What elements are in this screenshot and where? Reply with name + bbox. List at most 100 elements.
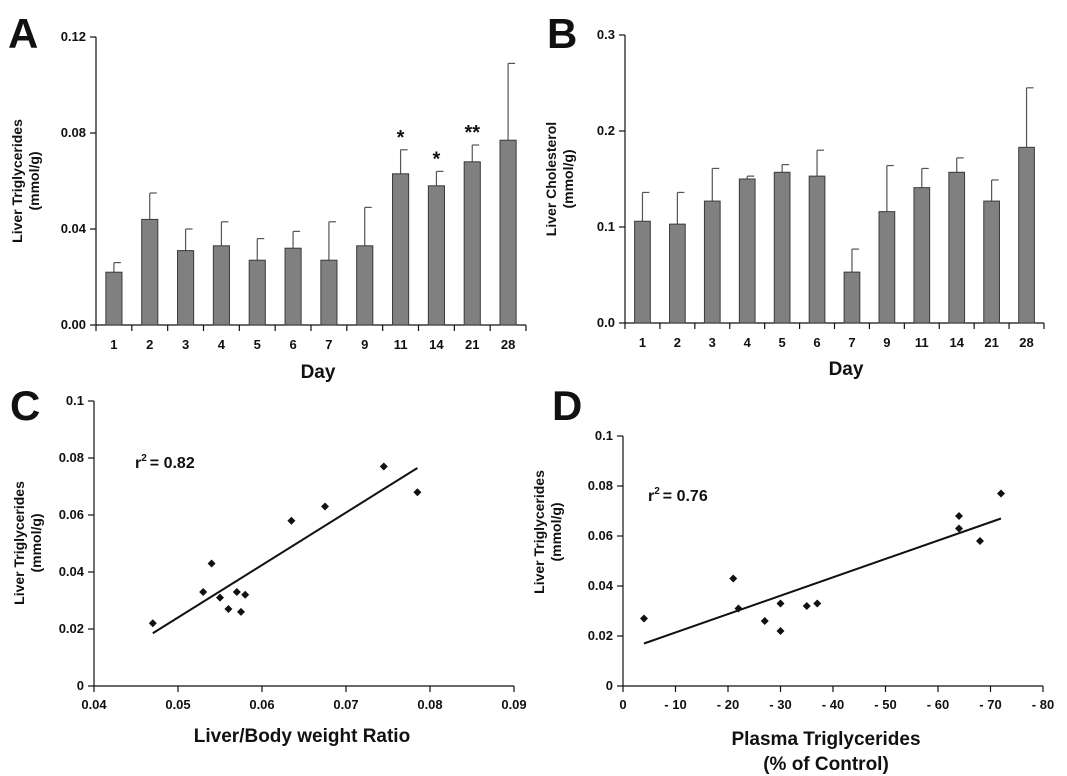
panel-d-r2-value: = 0.76 [663, 488, 708, 505]
panel-b-x-tick-label: 2 [674, 335, 681, 350]
panel-c-data-point [237, 607, 245, 616]
panel-a-y-tick-label: 0.04 [61, 221, 87, 236]
panel-d-data-point [640, 614, 648, 623]
panel-c-x-tick-label: 0.09 [501, 697, 526, 712]
panel-d-data-point [734, 604, 743, 613]
panel-b-x-tick-label: 7 [848, 335, 855, 350]
panel-b-yunit: (mmol/g) [560, 149, 576, 208]
panel-b-x-tick-label: 1 [639, 335, 646, 350]
panel-a-bar [141, 218, 159, 326]
panel-d-fit-line [643, 517, 1002, 645]
panel-b-x-tick-label: 9 [883, 335, 890, 350]
panel-a-bar [392, 173, 410, 326]
panel-d-data-point [760, 617, 769, 625]
panel-d-data-point [802, 602, 811, 610]
panel-c-data-point [413, 488, 422, 497]
panel-d-ylabel: Liver Triglycerides [531, 470, 547, 594]
panel-d-x-tick-label: - 10 [664, 697, 686, 712]
panel-b-bar [703, 200, 721, 324]
panel-a-bar [105, 271, 123, 326]
panel-c-x-tick-label: 0.06 [249, 697, 274, 712]
panel-b-x-tick-label: 11 [915, 335, 929, 350]
panel-d-y-tick-label: 0.1 [595, 428, 613, 443]
panel-d-y-tick-label: 0 [606, 678, 613, 693]
panel-a-x-tick-label: 1 [110, 337, 117, 352]
panel-b-bar [948, 171, 966, 324]
panel-a-x-tick-label: 5 [254, 337, 261, 352]
panel-b-y-tick-label: 0.1 [597, 219, 615, 234]
panel-a-significance-marker: * [397, 127, 405, 149]
panel-a-bar [248, 259, 266, 326]
panel-a-y-tick-label: 0.12 [61, 29, 86, 44]
panel-b-bar [669, 223, 686, 324]
panel-a-significance-marker: ** [464, 122, 480, 144]
panel-b-x-tick-label: 28 [1019, 335, 1033, 350]
panel-d-x-tick-label: - 40 [822, 697, 844, 712]
panel-a-bar [284, 247, 302, 326]
panel-b-bar [773, 171, 791, 324]
panel-c-data-point [379, 462, 388, 471]
panel-a-bar [212, 245, 230, 326]
panel-d-x-tick-label: - 80 [1032, 697, 1054, 712]
panel-d-y-tick-label: 0.04 [588, 578, 614, 593]
panel-d-x-tick-label: - 50 [874, 697, 896, 712]
panel-c-x-tick-label: 0.07 [333, 697, 358, 712]
panel-d-data-point [997, 489, 1005, 498]
panel-a-x-tick-label: 28 [501, 337, 515, 352]
panel-b-x-tick-label: 21 [984, 335, 998, 350]
panel-d-x-tick-label: - 20 [717, 697, 739, 712]
panel-d-data-point [813, 599, 822, 608]
panel-c-data-point [224, 605, 233, 614]
panel-d-y-tick-label: 0.02 [588, 628, 613, 643]
panel-d-data-point [955, 524, 963, 533]
panel-b-y-tick-label: 0.0 [597, 315, 615, 330]
panel-c-r2-exponent: 2 [141, 453, 147, 464]
panel-letter-d: D [552, 382, 582, 429]
panel-b-y-tick-label: 0.3 [597, 27, 615, 42]
panel-letter-c: C [10, 382, 40, 429]
panel-d-x-tick-label: - 60 [927, 697, 949, 712]
panel-b-bar [843, 271, 861, 324]
panel-c-data-point [216, 593, 224, 602]
panel-b-bar [878, 211, 896, 324]
panel-a-ylabel: Liver Triglycerides [9, 119, 25, 243]
panel-b-x-tick-label: 14 [949, 335, 964, 350]
panel-b-bar [808, 175, 826, 324]
panel-b-x-tick-label: 3 [709, 335, 716, 350]
panel-a-yunit: (mmol/g) [26, 151, 42, 210]
panel-b-bar [913, 187, 931, 324]
panel-c-r2-label: r2 = 0.82 [135, 453, 195, 472]
panel-d-r2-symbol: r [648, 488, 654, 505]
panel-c-y-tick-label: 0.04 [59, 564, 85, 579]
panel-a-bar [320, 259, 338, 326]
panel-d-y-tick-label: 0.08 [588, 478, 613, 493]
panel-a-x-tick-label: 6 [289, 337, 296, 352]
panel-c-data-point [148, 619, 157, 628]
panel-letter-a: A [8, 10, 38, 57]
panel-c-x-tick-label: 0.05 [165, 697, 190, 712]
panel-d-data-point [776, 599, 785, 608]
panel-a-significance-marker: * [433, 148, 441, 170]
panel-c-data-point [232, 587, 241, 596]
panel-c-y-tick-label: 0.08 [59, 450, 84, 465]
panel-b-x-tick-label: 5 [779, 335, 786, 350]
panel-b-x-tick-label: 4 [744, 335, 752, 350]
panel-d-y-tick-label: 0.06 [588, 528, 613, 543]
panel-b-y-tick-label: 0.2 [597, 123, 615, 138]
panel-a-x-tick-label: 21 [465, 337, 479, 352]
panel-c-r2-value: = 0.82 [150, 455, 195, 472]
panel-letter-b: B [547, 10, 577, 57]
panel-a-y-tick-label: 0.08 [61, 125, 86, 140]
panel-d-x-tick-label: - 70 [979, 697, 1001, 712]
panel-a-x-tick-label: 9 [361, 337, 368, 352]
panel-c-x-tick-label: 0.04 [81, 697, 107, 712]
panel-d-data-point [729, 574, 738, 583]
panel-d-r2-exponent: 2 [654, 486, 660, 497]
panel-d-yunit: (mmol/g) [548, 502, 564, 561]
panel-c-ylabel: Liver Triglycerides [11, 481, 27, 605]
panel-d-xlabel-unit: (% of Control) [763, 754, 889, 775]
panel-a-bar [177, 250, 195, 326]
panel-c-yunit: (mmol/g) [28, 513, 44, 572]
panel-c-y-tick-label: 0 [77, 678, 84, 693]
panel-a-bar [427, 185, 445, 326]
